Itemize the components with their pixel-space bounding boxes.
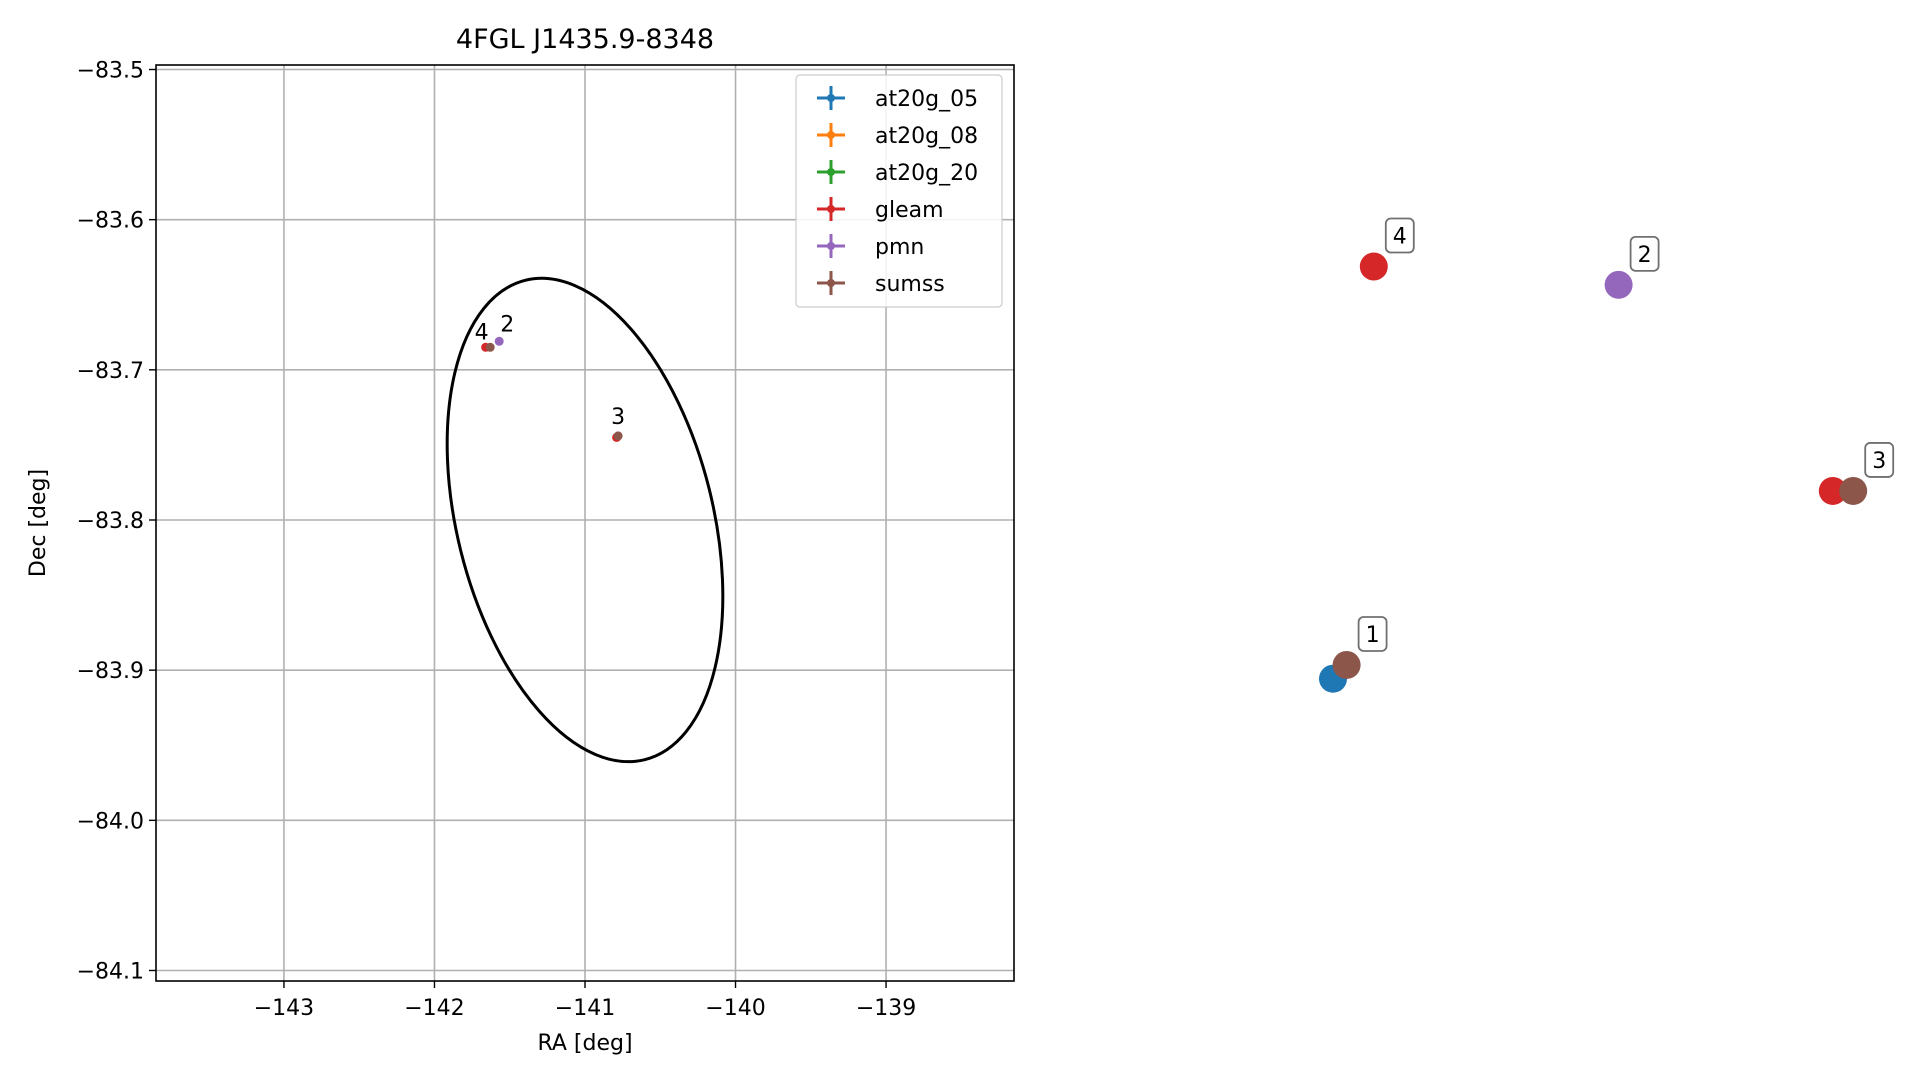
side-point-gleam: [1818, 476, 1847, 505]
points-layer: 4 2 3: [475, 312, 625, 442]
legend-label-pmn: pmn: [875, 235, 924, 260]
y-tick-label: −84.1: [77, 959, 144, 984]
y-tick-label: −83.9: [77, 659, 144, 684]
y-tick-label: −83.5: [77, 59, 144, 84]
y-tick-label: −83.8: [77, 509, 144, 534]
point-label: 2: [500, 312, 514, 337]
legend-label-sumss: sumss: [875, 272, 945, 297]
side-point-sumss: [1839, 476, 1868, 505]
point-pmn: [494, 336, 504, 346]
x-tick-label: −141: [555, 996, 615, 1021]
side-label-box: [1864, 442, 1895, 478]
legend-marker-dot: [827, 94, 835, 102]
grid: [156, 65, 1014, 981]
legend-label-at20g_20: at20g_20: [875, 161, 978, 186]
x-axis-label: RA [deg]: [537, 1031, 632, 1056]
x-tick-label: −142: [404, 996, 464, 1021]
x-tick-label: −140: [705, 996, 765, 1021]
point-label: 4: [475, 320, 489, 345]
side-label: 1: [1366, 623, 1380, 648]
legend-label-at20g_08: at20g_08: [875, 124, 978, 149]
side-label-box: [1384, 217, 1415, 254]
side-chart: 4 2 3 1: [1319, 217, 1895, 693]
y-tick-label: −83.7: [77, 359, 144, 384]
legend-label-gleam: gleam: [875, 198, 944, 223]
x-tick-label: −139: [856, 996, 916, 1021]
y-ticks: −83.5 −83.6 −83.7 −83.8 −83.9 −84.0 −84.1: [77, 59, 156, 984]
side-point-pmn: [1604, 270, 1633, 299]
point-sumss: [613, 431, 623, 441]
side-point-sumss: [1332, 650, 1361, 679]
legend-marker-dot: [827, 242, 835, 250]
side-label-box: [1629, 235, 1660, 272]
side-label-box: [1357, 616, 1388, 652]
y-tick-label: −83.6: [77, 209, 144, 234]
y-axis-label: Dec [deg]: [26, 469, 51, 577]
side-label: 3: [1872, 449, 1886, 474]
x-tick-label: −143: [254, 996, 314, 1021]
side-point-gleam: [1359, 252, 1388, 281]
side-label: 2: [1638, 243, 1652, 268]
y-tick-label: −84.0: [77, 809, 144, 834]
legend-marker-dot: [827, 279, 835, 287]
x-ticks: −143 −142 −141 −140 −139: [254, 981, 916, 1021]
main-chart: 4FGL J1435.9-8348 4 23 −143 −142 −141 −140 −1…: [26, 24, 1015, 1056]
legend-label-at20g_05: at20g_05: [875, 87, 978, 112]
uncertainty-ellipse: [445, 276, 725, 764]
legend-marker-dot: [827, 168, 835, 176]
point-label: 3: [611, 405, 625, 430]
uncertainty-ellipse-layer: [445, 276, 725, 764]
point-sumss: [485, 342, 495, 352]
legend-box: [795, 74, 1003, 308]
legend-marker-dot: [827, 205, 835, 213]
chart-title: 4FGL J1435.9-8348: [456, 24, 714, 55]
legend-marker-dot: [827, 131, 835, 139]
side-label: 4: [1393, 225, 1407, 250]
